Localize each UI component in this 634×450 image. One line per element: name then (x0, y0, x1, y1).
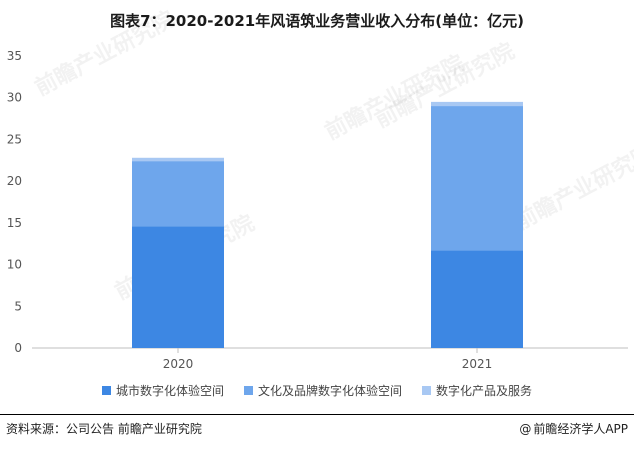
legend-item: 城市数字化体验空间 (101, 382, 224, 399)
legend-swatch (101, 386, 111, 395)
watermark-text: 前瞻产业研究院 (31, 6, 179, 101)
bar-segment (132, 226, 224, 348)
y-tick-label: 25 (7, 132, 22, 146)
y-tick-label: 15 (7, 216, 22, 230)
bar-segment (431, 250, 523, 348)
legend-swatch (422, 386, 431, 395)
y-tick-label: 20 (7, 174, 22, 188)
y-tick-label: 30 (7, 91, 22, 105)
y-tick-label: 5 (14, 299, 22, 313)
footer-divider (0, 414, 634, 415)
chart-title: 图表7：2020-2021年风语筑业务营业收入分布(单位：亿元) (110, 12, 524, 30)
chart-legend: 城市数字化体验空间 文化及品牌数字化体验空间 数字化产品及服务 (0, 382, 634, 399)
credit-text: 前瞻经济学人APP (533, 422, 628, 436)
at-symbol: @ (519, 422, 532, 436)
legend-label: 文化及品牌数字化体验空间 (257, 384, 402, 398)
bar-segment (132, 161, 224, 227)
bar-segment (431, 101, 523, 107)
credit-note: @ 前瞻经济学人APP (519, 420, 628, 437)
legend-label: 数字化产品及服务 (436, 384, 533, 398)
legend-swatch (243, 386, 253, 395)
source-note: 资料来源：公司公告 前瞻产业研究院 (6, 422, 202, 436)
stacked-bar-chart: 前瞻产业研究院前瞻产业研究院前瞻产业研究院前瞻产业研究院前瞻产业研究院05101… (7, 6, 634, 371)
watermark-text: 前瞻产业研究院 (511, 140, 634, 235)
legend-item: 数字化产品及服务 (422, 382, 532, 399)
y-tick-label: 0 (14, 341, 22, 355)
y-tick-label: 10 (7, 258, 22, 272)
bar-segment (132, 157, 224, 162)
bar-segment (431, 106, 523, 251)
legend-item: 文化及品牌数字化体验空间 (243, 382, 402, 399)
legend-label: 城市数字化体验空间 (115, 384, 224, 398)
y-tick-label: 35 (7, 49, 22, 63)
x-tick-label: 2021 (462, 357, 493, 371)
x-tick-label: 2020 (163, 357, 194, 371)
